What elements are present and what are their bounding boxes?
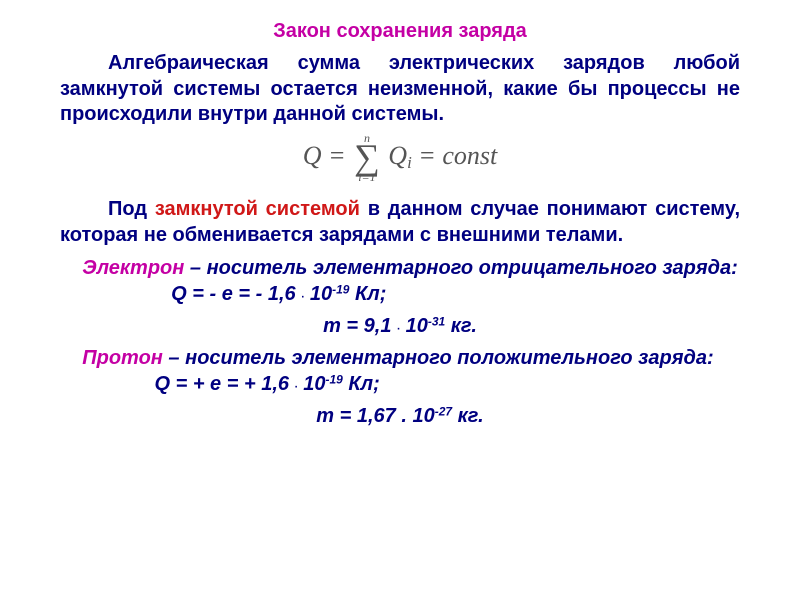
proton-mass: m = 1,67 . 10-27 кг. <box>60 403 740 429</box>
proton-term: Протон <box>82 347 163 369</box>
sigma-glyph: ∑ <box>354 142 380 173</box>
electron-mass-prefix: m = 9,1 <box>323 315 397 337</box>
proton-desc: – носитель элементарного положительного … <box>163 347 707 369</box>
formula-term: Q <box>388 141 407 170</box>
proton-mass-unit: кг. <box>452 405 484 427</box>
proton-mass-exp: -27 <box>435 404 452 418</box>
law-paragraph: Алгебраическая сумма электрических заряд… <box>60 51 740 128</box>
proton-ten: 10 <box>298 373 326 395</box>
electron-ten: 10 <box>304 283 332 305</box>
proton-colon: : <box>707 347 714 369</box>
sigma-symbol: n ∑ i=1 <box>354 132 380 184</box>
electron-mass-exp: -31 <box>428 314 445 328</box>
electron-term: Электрон <box>82 257 184 279</box>
electron-mass: m = 9,1 . 10-31 кг. <box>60 313 740 339</box>
electron-desc: – носитель элементарного отрицательного … <box>184 257 737 279</box>
formula-eq2: = <box>418 141 442 170</box>
conservation-formula: Q = n ∑ i=1 Qi = const <box>60 132 740 184</box>
physics-slide: Закон сохранения заряда Алгебраическая с… <box>0 0 800 600</box>
proton-def: Протон – носитель элементарного положите… <box>60 345 740 397</box>
formula-rhs: const <box>442 141 497 170</box>
closed-system-paragraph: Под замкнутой системой в данном случае п… <box>60 197 740 248</box>
formula-lhs: Q <box>303 141 322 170</box>
formula-term-sub: i <box>407 153 412 172</box>
proton-mass-prefix: m = 1,67 . 10 <box>316 405 434 427</box>
proton-charge-exp: -19 <box>325 372 342 386</box>
closed-highlight: замкнутой системой <box>155 198 360 220</box>
electron-mass-ten: 10 <box>400 315 428 337</box>
electron-mass-unit: кг. <box>445 315 477 337</box>
electron-def: Электрон – носитель элементарного отрица… <box>60 255 740 307</box>
proton-charge-prefix: Q = + e = + 1,6 <box>154 373 294 395</box>
proton-charge-unit: Кл; <box>343 373 380 395</box>
formula-eq1: = <box>328 141 352 170</box>
electron-charge-exp: -19 <box>332 282 349 296</box>
electron-charge-unit: Кл; <box>349 283 386 305</box>
slide-title: Закон сохранения заряда <box>60 20 740 43</box>
electron-charge-prefix: Q = - e = - 1,6 <box>171 283 301 305</box>
closed-prefix: Под <box>108 198 155 220</box>
